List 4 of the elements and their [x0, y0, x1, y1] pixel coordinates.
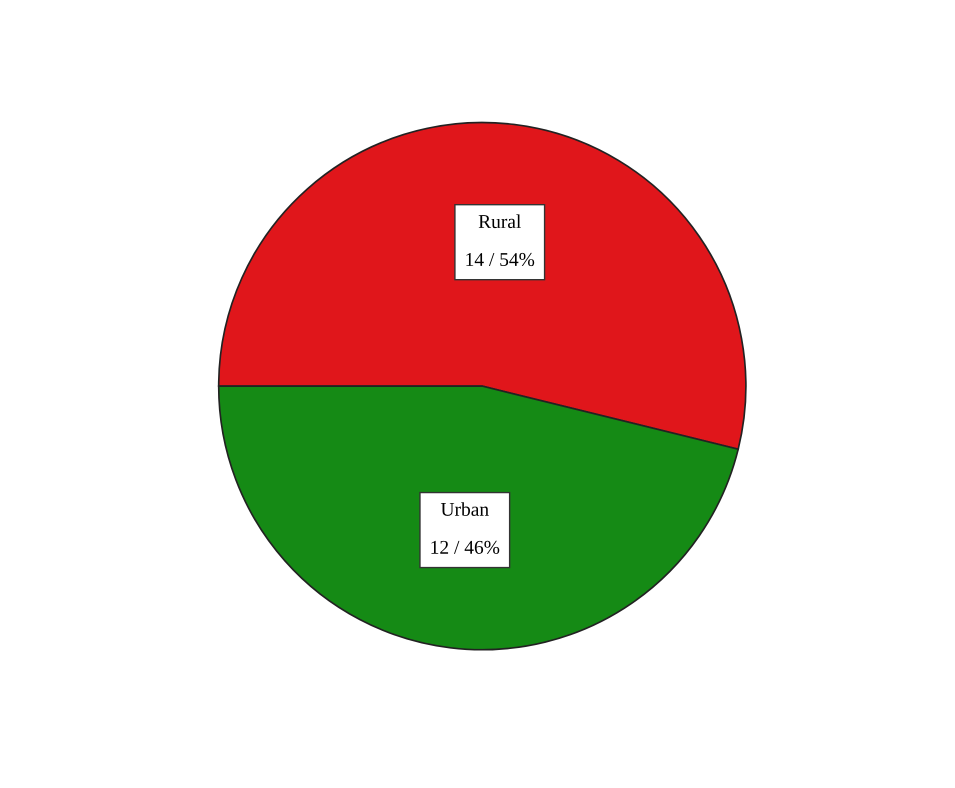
slice-label: Urban	[440, 502, 489, 516]
slice-label: Rural	[478, 214, 521, 228]
data-label: 12 / 46%	[431, 540, 500, 554]
data-label: 14 / 54%	[466, 252, 534, 266]
